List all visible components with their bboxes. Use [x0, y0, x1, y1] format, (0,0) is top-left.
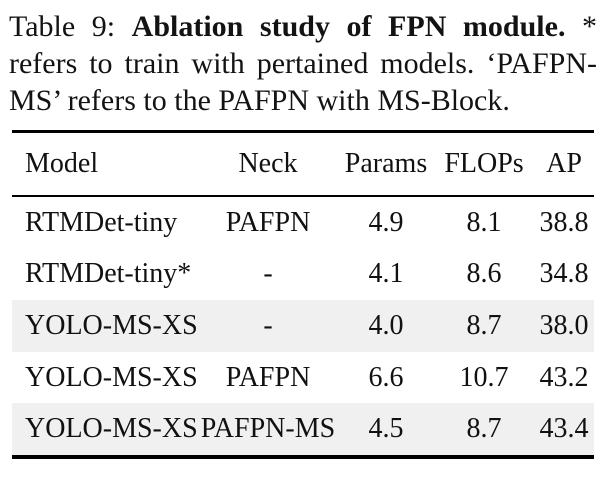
- table-row: RTMDet-tiny* - 4.1 8.6 34.8: [12, 249, 594, 301]
- cell-flops: 10.7: [459, 361, 509, 393]
- caption-label: Table 9:: [9, 10, 116, 43]
- table-top-rule: [12, 130, 594, 133]
- cell-model: RTMDet-tiny*: [25, 258, 192, 290]
- column-header-params: Params: [344, 148, 428, 179]
- cell-flops: 8.1: [466, 206, 502, 238]
- column-header-flops: FLOPs: [444, 148, 524, 179]
- cell-model: YOLO-MS-XS: [25, 413, 198, 445]
- table-header-rule: [12, 195, 594, 197]
- table-bottom-rule: [12, 454, 594, 459]
- table-row: RTMDet-tiny PAFPN 4.9 8.1 38.8: [12, 197, 594, 249]
- cell-params: 4.1: [368, 258, 404, 290]
- cell-ap: 43.2: [539, 361, 589, 393]
- cell-params: 4.0: [368, 309, 404, 341]
- column-header-model: Model: [25, 148, 99, 179]
- cell-ap: 34.8: [539, 258, 589, 290]
- column-header-ap: AP: [546, 148, 582, 179]
- caption-line-2: refers to train with pertained models. ‘…: [9, 47, 597, 80]
- cell-neck: -: [263, 309, 273, 341]
- cell-neck: -: [263, 258, 273, 290]
- cell-params: 4.5: [368, 413, 404, 445]
- cell-flops: 8.7: [466, 309, 502, 341]
- table-caption: Table 9: Ablation study of FPN module. *…: [9, 8, 597, 119]
- table-row: YOLO-MS-XS PAFPN-MS 4.5 8.7 43.4: [12, 403, 594, 455]
- table-header-row: Model Neck Params FLOPs AP: [12, 133, 594, 195]
- cell-neck: PAFPN: [225, 206, 311, 238]
- table-row: YOLO-MS-XS PAFPN 6.6 10.7 43.2: [12, 352, 594, 404]
- cell-model: YOLO-MS-XS: [25, 309, 198, 341]
- caption-line-3: MS’ refers to the PAFPN with MS-Block.: [9, 84, 510, 117]
- caption-title-bold: Ablation study of FPN module.: [131, 10, 566, 43]
- ablation-table: Model Neck Params FLOPs AP RTMDet-tiny P…: [12, 130, 594, 459]
- cell-ap: 38.0: [539, 309, 589, 341]
- cell-model: YOLO-MS-XS: [25, 361, 198, 393]
- cell-neck: PAFPN: [225, 361, 311, 393]
- column-header-neck: Neck: [238, 148, 298, 179]
- cell-model: RTMDet-tiny: [25, 206, 178, 238]
- paper-table-figure: Table 9: Ablation study of FPN module. *…: [0, 8, 606, 459]
- cell-params: 4.9: [368, 206, 404, 238]
- caption-footnote-star: *: [582, 10, 598, 43]
- cell-params: 6.6: [368, 361, 404, 393]
- cell-flops: 8.6: [466, 258, 502, 290]
- table-row: YOLO-MS-XS - 4.0 8.7 38.0: [12, 300, 594, 352]
- cell-ap: 38.8: [539, 206, 589, 238]
- cell-ap: 43.4: [539, 413, 589, 445]
- cell-flops: 8.7: [466, 413, 502, 445]
- cell-neck: PAFPN-MS: [200, 413, 336, 445]
- caption-line-1: Table 9: Ablation study of FPN module. *: [9, 8, 597, 45]
